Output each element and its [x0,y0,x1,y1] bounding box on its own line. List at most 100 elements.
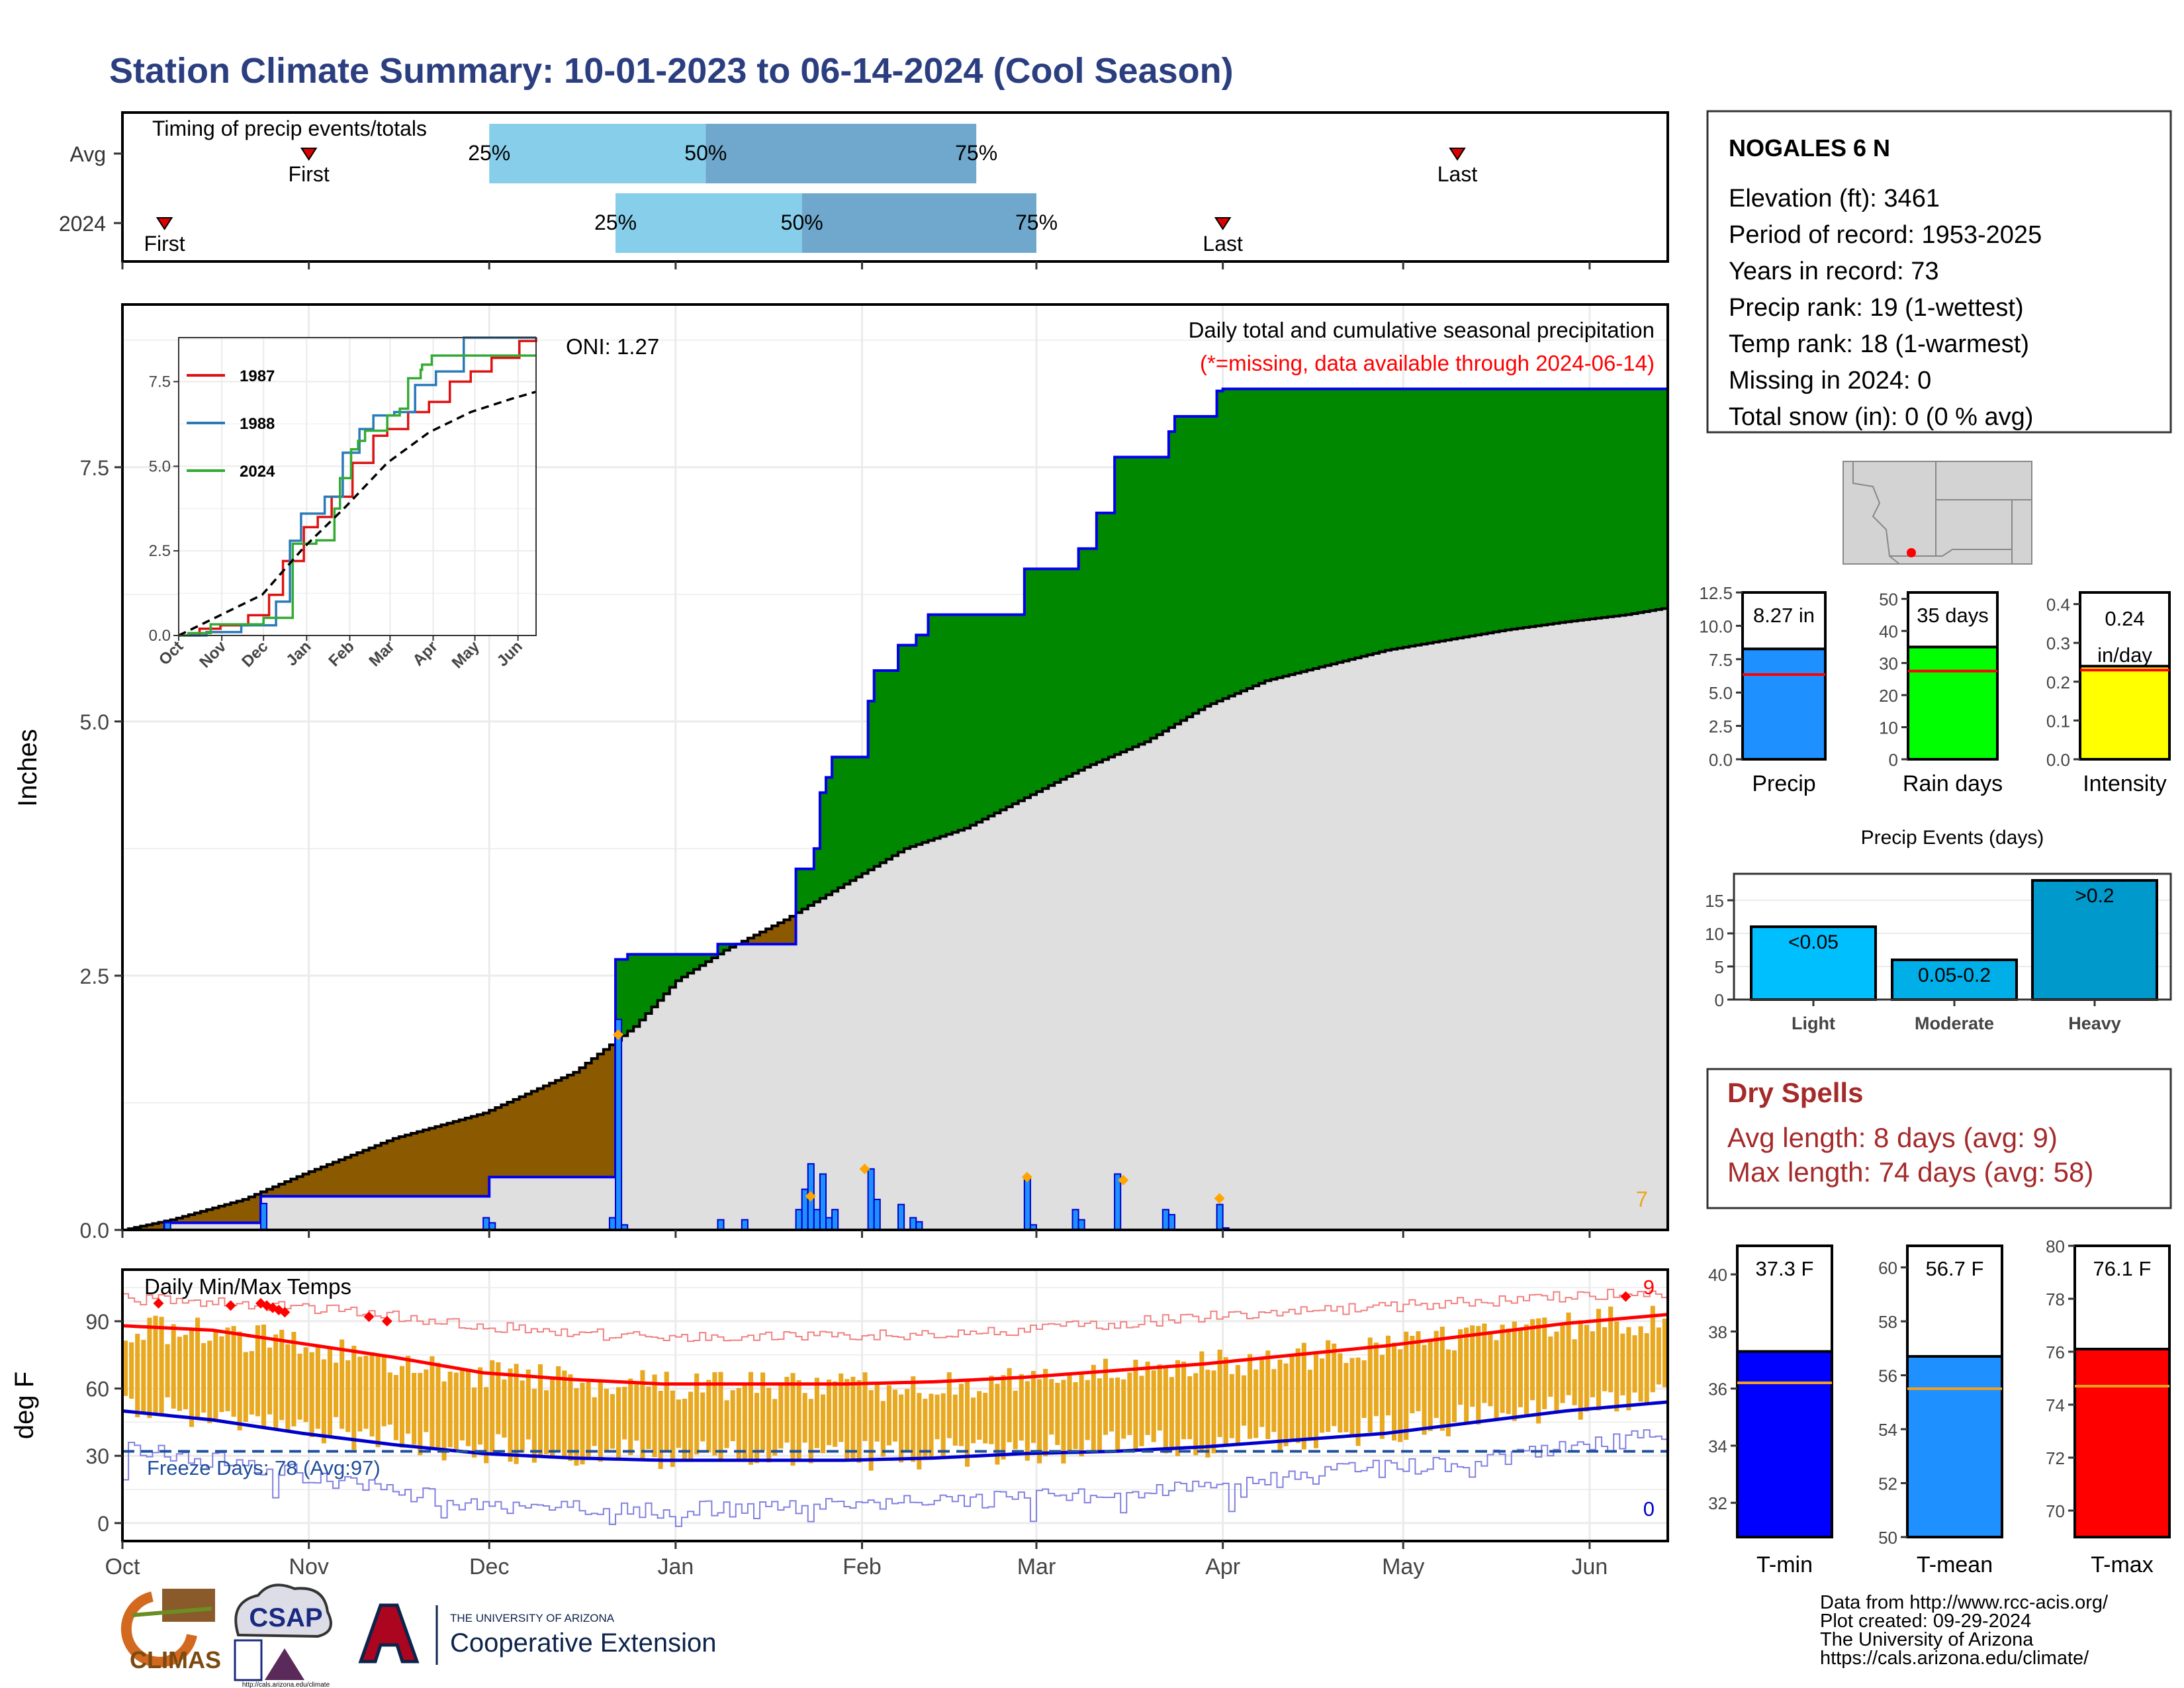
daily-temp-bar [249,1350,254,1415]
record-low-line [122,1429,1668,1527]
daily-temp-bar [592,1397,597,1446]
daily-temp-bar [508,1368,513,1462]
timing-row-label: 2024 [59,212,106,236]
daily-temp-bar [147,1317,152,1419]
surplus-segment [1661,389,1668,609]
mini-y-tick-label: 40 [1879,622,1898,641]
surplus-segment [1602,389,1608,618]
daily-temp-bar [393,1375,398,1440]
record-high-marker [279,1307,291,1318]
inset-y-tick-label: 2.5 [149,542,171,560]
record-high-marker [381,1315,392,1327]
surplus-segment [1210,416,1218,704]
surplus-segment [1036,569,1043,792]
surplus-segment [1331,389,1338,665]
deficit-segment [525,1094,532,1178]
timing-row-label: Avg [69,142,106,166]
daily-temp-bar [814,1378,819,1448]
daily-temp-bar [1037,1379,1042,1464]
daily-temp-bar [1301,1342,1306,1450]
daily-temp-bar [1073,1382,1078,1450]
daily-temp-bar [1019,1374,1024,1441]
daily-temp-bar [1620,1333,1625,1395]
climas-logo-icon: CLIMAS [120,1589,221,1673]
daily-temp-bar [880,1401,886,1457]
record-high-marker [1620,1291,1631,1302]
deficit-segment [267,1189,273,1197]
daily-temp-bar [1223,1357,1228,1444]
deficit-segment [417,1131,424,1197]
daily-temp-bar [1626,1327,1631,1411]
deficit-segment [357,1152,364,1197]
surplus-segment [1144,457,1152,742]
mini-y-tick-label: 76 [2046,1342,2065,1362]
inset-y-tick-label: 0.0 [149,627,171,645]
avg-cumulative-area [122,608,1668,1230]
daily-temp-bar [1181,1361,1187,1440]
surplus-segment [910,645,917,847]
daily-precip-bar [1114,1173,1122,1231]
daily-temp-bar [1295,1348,1300,1443]
footer-line-university: The University of Arizona [1820,1629,2034,1650]
daily-temp-bar [550,1376,555,1457]
surplus-segment [651,954,659,1008]
surplus-segment [1132,457,1140,747]
deficit-segment [248,1197,255,1223]
mini-bar-category-label: T-mean [1917,1552,1993,1577]
deficit-segment [579,1067,586,1178]
daily-temp-bar [1560,1324,1565,1403]
daily-temp-bar [1500,1325,1505,1413]
page-title: Station Climate Summary: 10-01-2023 to 0… [109,51,1234,91]
surplus-segment [1337,389,1343,663]
surplus-segment [1499,389,1506,632]
surplus-segment [1012,614,1019,804]
daily-temp-bar [267,1347,273,1415]
events-category-label: Heavy [2068,1013,2121,1033]
surplus-segment [1325,389,1332,666]
daily-precip-bar [1023,1178,1031,1231]
deficit-segment [483,1113,490,1197]
surplus-segment [868,701,875,870]
daily-temp-bar [1361,1360,1367,1419]
daily-temp-bar [1632,1335,1637,1393]
temp-x-tick-label: Feb [842,1554,882,1579]
temp-x-tick-label: Apr [1205,1554,1240,1579]
mini-y-tick-label: 60 [1878,1258,1897,1278]
daily-temp-bar [1193,1373,1199,1456]
mini-y-tick-label: 50 [1878,1528,1897,1548]
surplus-segment [645,954,653,1013]
daily-temp-bar [874,1383,880,1442]
mini-y-tick-label: 56 [1878,1366,1897,1386]
deficit-segment [513,1099,520,1178]
daily-precip-bar [795,1209,803,1231]
surplus-segment [1222,389,1230,699]
surplus-segment [807,868,815,906]
deficit-segment [339,1159,345,1197]
mini-bar-category-label: Rain days [1903,771,2003,796]
daily-precip-bar [741,1219,749,1231]
surplus-segment [681,954,688,977]
surplus-segment [1565,389,1572,622]
temp-x-axis: Oct Nov Dec Jan Feb Mar Apr May Jun [105,1541,1608,1579]
events-y-tick-label: 15 [1705,891,1724,911]
deficit-segment [170,1219,177,1223]
mini-bar-precip [1741,647,1827,761]
dry-spells-avg: Avg length: 8 days (avg: 9) [1727,1122,2058,1153]
temp-y-tick-label: 60 [85,1378,109,1401]
record-high-marker [363,1311,375,1323]
temp-y-tick-label: 90 [85,1310,109,1334]
daily-temp-bar [977,1391,982,1440]
daily-temp-bar [471,1387,477,1458]
deficit-segment [561,1078,568,1178]
inset-avg-line [178,391,537,637]
daily-temp-bar [435,1362,441,1448]
deficit-segment [345,1157,351,1197]
events-title: Precip Events (days) [1861,827,2044,849]
daily-temp-bar [652,1374,657,1458]
deficit-segment [369,1148,376,1197]
mini-y-tick-label: 0.0 [1709,750,1733,770]
surplus-segment [1475,389,1482,635]
daily-temp-bar [844,1379,850,1462]
surplus-segment [621,959,628,1036]
daily-temp-bar [850,1376,856,1460]
